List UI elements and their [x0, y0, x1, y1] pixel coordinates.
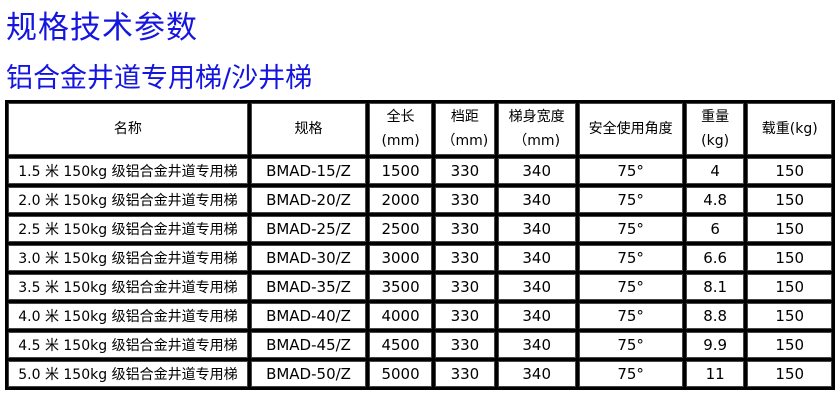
cell-weight: 4.8 — [685, 187, 745, 213]
cell-name: 4.0 米 150kg 级铝合金井道专用梯 — [8, 303, 248, 329]
table-body: 1.5 米 150kg 级铝合金井道专用梯 BMAD-15/Z 1500 330 340… — [8, 158, 832, 387]
cell-rung-spacing: 330 — [434, 216, 495, 242]
cell-model: BMAD-45/Z — [250, 332, 367, 358]
header-angle: 安全使用角度 — [578, 103, 683, 155]
cell-name: 2.0 米 150kg 级铝合金井道专用梯 — [8, 187, 248, 213]
cell-angle: 75° — [578, 187, 683, 213]
header-line1: 规格 — [294, 121, 323, 137]
cell-length: 2000 — [369, 187, 432, 213]
cell-rung-spacing: 330 — [434, 332, 495, 358]
cell-weight: 8.8 — [685, 303, 745, 329]
cell-width: 340 — [497, 216, 576, 242]
cell-rung-spacing: 330 — [434, 361, 495, 387]
page-subtitle: 铝合金井道专用梯/沙井梯 — [6, 63, 313, 94]
header-width: 梯身宽度 （mm) — [497, 103, 576, 155]
cell-width: 340 — [497, 303, 576, 329]
header-line1: 全长 — [386, 109, 415, 125]
cell-rung-spacing: 330 — [434, 303, 495, 329]
cell-load: 150 — [747, 303, 832, 329]
cell-angle: 75° — [578, 303, 683, 329]
header-name: 名称 — [8, 103, 248, 155]
cell-rung-spacing: 330 — [434, 245, 495, 271]
header-line1: 名称 — [113, 121, 142, 137]
cell-load: 150 — [747, 187, 832, 213]
table-row: 4.0 米 150kg 级铝合金井道专用梯 BMAD-40/Z 4000 330 340… — [8, 303, 832, 329]
header-line1: 安全使用角度 — [588, 121, 673, 137]
cell-width: 340 — [497, 187, 576, 213]
cell-width: 340 — [497, 274, 576, 300]
cell-width: 340 — [497, 158, 576, 184]
table-row: 3.0 米 150kg 级铝合金井道专用梯 BMAD-30/Z 3000 330 340… — [8, 245, 832, 271]
table-row: 5.0 米 150kg 级铝合金井道专用梯 BMAD-50/Z 5000 330 340… — [8, 361, 832, 387]
cell-name: 3.5 米 150kg 级铝合金井道专用梯 — [8, 274, 248, 300]
header-line1: 重量 — [701, 109, 730, 125]
cell-rung-spacing: 330 — [434, 187, 495, 213]
cell-length: 5000 — [369, 361, 432, 387]
table-row: 4.5 米 150kg 级铝合金井道专用梯 BMAD-45/Z 4500 330 340… — [8, 332, 832, 358]
cell-name: 1.5 米 150kg 级铝合金井道专用梯 — [8, 158, 248, 184]
cell-name: 4.5 米 150kg 级铝合金井道专用梯 — [8, 332, 248, 358]
cell-model: BMAD-35/Z — [250, 274, 367, 300]
cell-load: 150 — [747, 332, 832, 358]
cell-weight: 6.6 — [685, 245, 745, 271]
cell-width: 340 — [497, 361, 576, 387]
header-line2: (kg) — [701, 133, 730, 149]
header-row: 名称 规格 全长 (mm) 档距 （mm) 梯身宽度 （mm) 安全使用角度 重量 (kg) 载重(k… — [8, 103, 832, 155]
header-line1: 梯身宽度 — [508, 109, 565, 125]
table-row: 2.0 米 150kg 级铝合金井道专用梯 BMAD-20/Z 2000 330 340… — [8, 187, 832, 213]
cell-width: 340 — [497, 245, 576, 271]
cell-model: BMAD-30/Z — [250, 245, 367, 271]
cell-length: 3000 — [369, 245, 432, 271]
table-row: 2.5 米 150kg 级铝合金井道专用梯 BMAD-25/Z 2500 330 340… — [8, 216, 832, 242]
cell-load: 150 — [747, 216, 832, 242]
cell-weight: 4 — [685, 158, 745, 184]
header-length: 全长 (mm) — [369, 103, 432, 155]
cell-model: BMAD-40/Z — [250, 303, 367, 329]
cell-length: 3500 — [369, 274, 432, 300]
cell-angle: 75° — [578, 361, 683, 387]
cell-weight: 9.9 — [685, 332, 745, 358]
header-load: 载重(kg) — [747, 103, 832, 155]
table-row: 1.5 米 150kg 级铝合金井道专用梯 BMAD-15/Z 1500 330 340… — [8, 158, 832, 184]
header-line2: （mm) — [513, 133, 561, 149]
cell-weight: 8.1 — [685, 274, 745, 300]
header-weight: 重量 (kg) — [685, 103, 745, 155]
cell-weight: 11 — [685, 361, 745, 387]
header-model: 规格 — [250, 103, 367, 155]
cell-name: 3.0 米 150kg 级铝合金井道专用梯 — [8, 245, 248, 271]
header-line2: （mm) — [441, 133, 489, 149]
cell-name: 5.0 米 150kg 级铝合金井道专用梯 — [8, 361, 248, 387]
spec-table: 名称 规格 全长 (mm) 档距 （mm) 梯身宽度 （mm) 安全使用角度 重量 (kg) 载重(k… — [5, 100, 835, 390]
cell-angle: 75° — [578, 158, 683, 184]
header-line2: (mm) — [381, 133, 420, 149]
cell-load: 150 — [747, 361, 832, 387]
cell-angle: 75° — [578, 245, 683, 271]
cell-model: BMAD-20/Z — [250, 187, 367, 213]
cell-length: 4500 — [369, 332, 432, 358]
cell-width: 340 — [497, 332, 576, 358]
cell-weight: 6 — [685, 216, 745, 242]
cell-angle: 75° — [578, 332, 683, 358]
cell-load: 150 — [747, 158, 832, 184]
header-line1: 载重(kg) — [761, 121, 818, 137]
cell-name: 2.5 米 150kg 级铝合金井道专用梯 — [8, 216, 248, 242]
cell-length: 2500 — [369, 216, 432, 242]
page-title: 规格技术参数 — [6, 10, 198, 46]
cell-load: 150 — [747, 245, 832, 271]
cell-model: BMAD-25/Z — [250, 216, 367, 242]
cell-rung-spacing: 330 — [434, 274, 495, 300]
table-row: 3.5 米 150kg 级铝合金井道专用梯 BMAD-35/Z 3500 330 340… — [8, 274, 832, 300]
cell-model: BMAD-50/Z — [250, 361, 367, 387]
cell-angle: 75° — [578, 216, 683, 242]
cell-length: 1500 — [369, 158, 432, 184]
cell-rung-spacing: 330 — [434, 158, 495, 184]
cell-length: 4000 — [369, 303, 432, 329]
cell-load: 150 — [747, 274, 832, 300]
header-line1: 档距 — [450, 109, 479, 125]
cell-angle: 75° — [578, 274, 683, 300]
header-rung-spacing: 档距 （mm) — [434, 103, 495, 155]
cell-model: BMAD-15/Z — [250, 158, 367, 184]
